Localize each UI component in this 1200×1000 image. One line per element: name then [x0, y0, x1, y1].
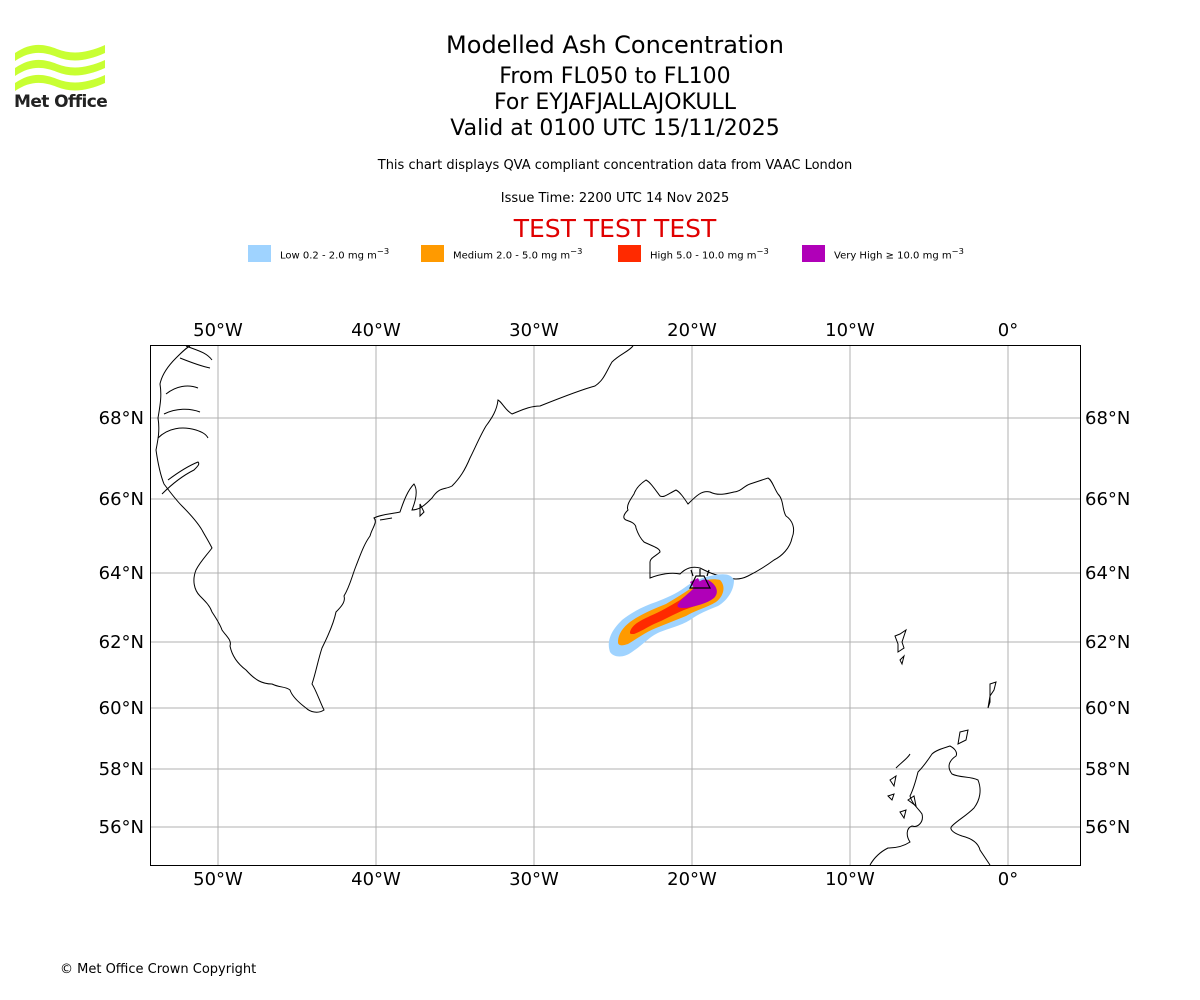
- volcano-name: For EYJAFJALLAJOKULL: [494, 90, 736, 115]
- graticule: [151, 346, 1080, 865]
- coast-faroes: [894, 628, 907, 653]
- legend-swatch-very-high: [802, 245, 825, 262]
- map-frame: [150, 345, 1081, 866]
- lon-label-bottom: 50°W: [193, 869, 243, 890]
- lat-label-left: 56°N: [99, 817, 144, 838]
- lat-label-left: 58°N: [99, 759, 144, 780]
- lat-label-right: 64°N: [1085, 563, 1130, 584]
- lon-label-top: 50°W: [193, 320, 243, 341]
- lat-label-left: 68°N: [99, 408, 144, 429]
- coast-greenland: [193, 345, 634, 713]
- flight-levels: From FL050 to FL100: [499, 64, 731, 89]
- legend-label-medium: Medium 2.0 - 5.0 mg m: [453, 250, 571, 262]
- volcano-marker-icon: [689, 569, 711, 589]
- copyright-notice: © Met Office Crown Copyright: [60, 962, 257, 977]
- lat-label-left: 62°N: [99, 632, 144, 653]
- legend-label-high: High 5.0 - 10.0 mg m: [650, 250, 757, 262]
- coast-scotland: [869, 745, 991, 866]
- ash-plume: [608, 574, 734, 657]
- lon-label-top: 20°W: [667, 320, 717, 341]
- lat-label-right: 58°N: [1085, 759, 1130, 780]
- legend-swatch-medium: [421, 245, 444, 262]
- lat-label-right: 68°N: [1085, 408, 1130, 429]
- met-office-logo-text: Met Office: [14, 92, 108, 112]
- chart-title: Modelled Ash Concentration: [446, 31, 784, 59]
- lat-label-left: 64°N: [99, 563, 144, 584]
- lat-labels-left: 68°N 66°N 64°N 62°N 60°N 58°N 56°N: [99, 408, 144, 838]
- legend-label-very-high: Very High ≥ 10.0 mg m: [834, 250, 952, 262]
- lon-labels-top: 50°W 40°W 30°W 20°W 10°W 0°: [193, 320, 1018, 341]
- lon-label-bottom: 10°W: [825, 869, 875, 890]
- test-banner: TEST TEST TEST: [513, 214, 717, 243]
- lat-label-right: 66°N: [1085, 489, 1130, 510]
- lon-label-bottom: 20°W: [667, 869, 717, 890]
- legend-swatch-high: [618, 245, 641, 262]
- lon-label-top: 30°W: [509, 320, 559, 341]
- coast-greenland-west: [155, 345, 203, 531]
- lat-label-left: 60°N: [99, 698, 144, 719]
- compliance-note: This chart displays QVA compliant concen…: [377, 158, 853, 173]
- lat-label-left: 66°N: [99, 489, 144, 510]
- lon-label-bottom: 30°W: [509, 869, 559, 890]
- coast-iceland: [623, 477, 795, 580]
- lon-label-bottom: 40°W: [351, 869, 401, 890]
- legend-swatch-low: [248, 245, 271, 262]
- legend-label-low: Low 0.2 - 2.0 mg m: [280, 250, 377, 262]
- lat-labels-right: 68°N 66°N 64°N 62°N 60°N 58°N 56°N: [1085, 408, 1130, 838]
- plume-very-high: [677, 579, 717, 608]
- lon-label-bottom: 0°: [998, 869, 1018, 890]
- met-office-logo: [15, 44, 105, 91]
- lon-label-top: 10°W: [825, 320, 875, 341]
- coast-shetland: [987, 681, 997, 709]
- valid-time: Valid at 0100 UTC 15/11/2025: [450, 116, 780, 141]
- coastlines: [155, 345, 997, 866]
- lon-labels-bottom: 50°W 40°W 30°W 20°W 10°W 0°: [193, 869, 1018, 890]
- issue-time: Issue Time: 2200 UTC 14 Nov 2025: [500, 191, 730, 206]
- lat-label-right: 56°N: [1085, 817, 1130, 838]
- lat-label-right: 62°N: [1085, 632, 1130, 653]
- lon-label-top: 0°: [998, 320, 1018, 341]
- lon-label-top: 40°W: [351, 320, 401, 341]
- lat-label-right: 60°N: [1085, 698, 1130, 719]
